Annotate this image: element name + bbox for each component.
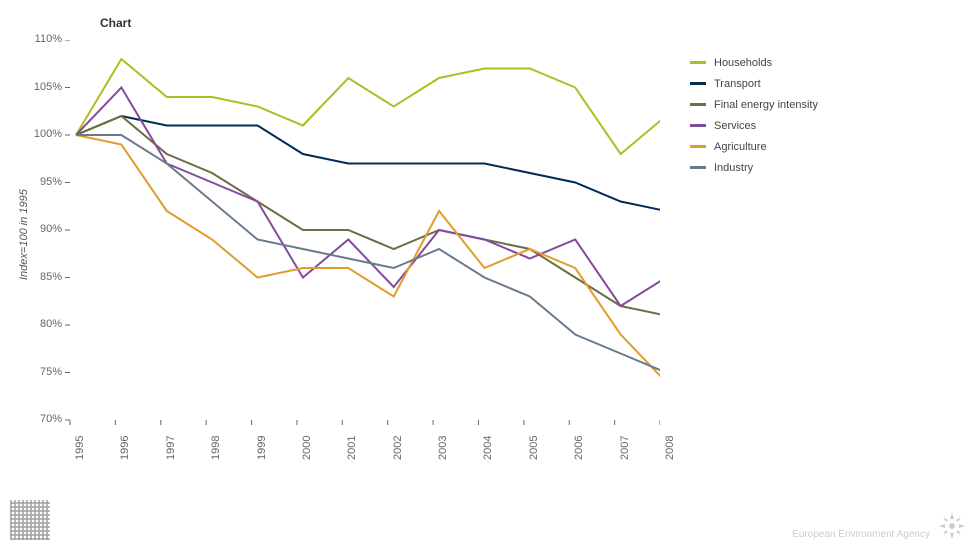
y-tick-label: 95%: [22, 176, 62, 188]
x-tick-label: 1999: [256, 436, 268, 460]
x-tick-label: 2003: [437, 436, 449, 460]
series-line: [76, 135, 660, 373]
legend-item: Services: [690, 118, 818, 133]
chart-title: Chart: [100, 16, 131, 30]
legend-item: Households: [690, 55, 818, 70]
legend-label: Services: [714, 120, 756, 132]
y-tick-label: 70%: [22, 413, 62, 425]
x-tick-label: 1998: [210, 436, 222, 460]
legend-item: Agriculture: [690, 139, 818, 154]
legend-swatch: [690, 145, 706, 148]
x-tick-label: 2006: [573, 436, 585, 460]
legend-item: Final energy intensity: [690, 97, 818, 112]
y-tick-label: 75%: [22, 366, 62, 378]
x-tick-label: 1997: [165, 436, 177, 460]
legend-label: Households: [714, 57, 772, 69]
x-tick-label: 2007: [619, 436, 631, 460]
y-tick-label: 105%: [22, 81, 62, 93]
legend-swatch: [690, 124, 706, 127]
x-tick-label: 1995: [74, 436, 86, 460]
x-tick-label: 2002: [392, 436, 404, 460]
x-tick-label: 2001: [346, 436, 358, 460]
x-tick-label: 2005: [528, 436, 540, 460]
series-line: [76, 116, 660, 316]
legend-item: Transport: [690, 76, 818, 91]
y-tick-label: 85%: [22, 271, 62, 283]
x-tick-label: 2004: [482, 436, 494, 460]
footer-attribution: European Environment Agency: [792, 529, 930, 540]
legend-label: Agriculture: [714, 141, 767, 153]
y-tick-label: 110%: [22, 33, 62, 45]
legend-swatch: [690, 103, 706, 106]
x-tick-label: 2000: [301, 436, 313, 460]
eea-logo-icon: [939, 513, 965, 544]
y-tick-label: 100%: [22, 128, 62, 140]
y-tick-label: 80%: [22, 318, 62, 330]
legend-swatch: [690, 61, 706, 64]
legend-item: Industry: [690, 160, 818, 175]
series-line: [76, 88, 660, 307]
series-line: [76, 135, 660, 382]
series-line: [76, 59, 660, 154]
series-line: [76, 116, 660, 211]
legend: Households Transport Final energy intensit…: [690, 55, 818, 181]
y-tick-label: 90%: [22, 223, 62, 235]
legend-swatch: [690, 82, 706, 85]
legend-label: Final energy intensity: [714, 99, 818, 111]
legend-label: Industry: [714, 162, 753, 174]
legend-label: Transport: [714, 78, 761, 90]
x-tick-label: 1996: [119, 436, 131, 460]
line-chart-plot: [64, 40, 660, 426]
qr-code-icon: [10, 500, 50, 540]
legend-swatch: [690, 166, 706, 169]
x-tick-label: 2008: [664, 436, 676, 460]
